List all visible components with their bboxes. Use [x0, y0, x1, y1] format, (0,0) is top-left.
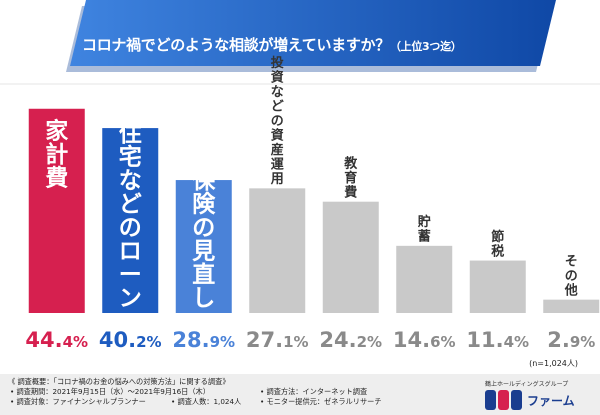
bar-1 [28, 108, 85, 313]
bar-2 [102, 128, 159, 313]
title-main: コロナ禍でどのような相談が増えていますか？ [82, 36, 390, 54]
sample-size-note: (n=1,024人) [529, 359, 578, 368]
title-banner [0, 0, 600, 85]
survey-count: • 調査人数：1,024人 [171, 397, 242, 406]
value-label-3: 28.9% [172, 328, 235, 352]
survey-target: • 調査対象：ファイナンシャルプランナー [10, 397, 146, 406]
value-label-6: 14.6% [393, 328, 456, 352]
logo-mark-icon [485, 390, 522, 410]
survey-method: • 調査方法：インターネット調査 [260, 387, 368, 396]
bar-3 [175, 180, 232, 313]
company-logo: 鶴上ホールディングスグループ ファーム [485, 379, 595, 413]
bar-8 [543, 299, 600, 313]
survey-provider: • モニター提供元：ゼネラルリサーチ [260, 397, 382, 406]
category-label-4: 投資などの資産運用 [270, 55, 284, 187]
bar-4 [249, 188, 306, 313]
bar-7 [469, 260, 526, 313]
value-label-7: 11.4% [466, 328, 529, 352]
value-label-8: 2.9% [547, 328, 595, 352]
value-label-4: 27.1% [246, 328, 309, 352]
category-label-2: 住宅などのローン [119, 120, 142, 312]
category-label-5: 教育費 [343, 156, 358, 201]
category-label-7: 節税 [491, 229, 504, 260]
category-label-6: 貯蓄 [418, 214, 431, 245]
bar-6 [396, 245, 453, 313]
title-sub: （上位3つ迄） [389, 40, 462, 53]
survey-heading: 《 調査概要：「コロナ禍のお金の悩みへの対策方法」に関する調査》 [8, 377, 230, 386]
value-label-5: 24.2% [319, 328, 382, 352]
bar-5 [322, 201, 379, 313]
value-label-2: 40.2% [99, 328, 162, 352]
value-label-1: 44.4% [25, 328, 88, 352]
category-label-1: 家計費 [45, 118, 68, 192]
category-label-3: 保険の見直し [191, 167, 216, 312]
logo-company: 鶴上ホールディングスグループ [485, 381, 569, 388]
survey-period: • 調査期間：2021年9月15日（水）～2021年9月16日（木） [10, 387, 210, 396]
logo-name: ファーム [527, 394, 575, 408]
chart-title: コロナ禍でどのような相談が増えていますか？（上位3つ迄） [82, 33, 552, 57]
banner-shape [70, 0, 556, 66]
category-label-8: その他 [564, 254, 578, 298]
